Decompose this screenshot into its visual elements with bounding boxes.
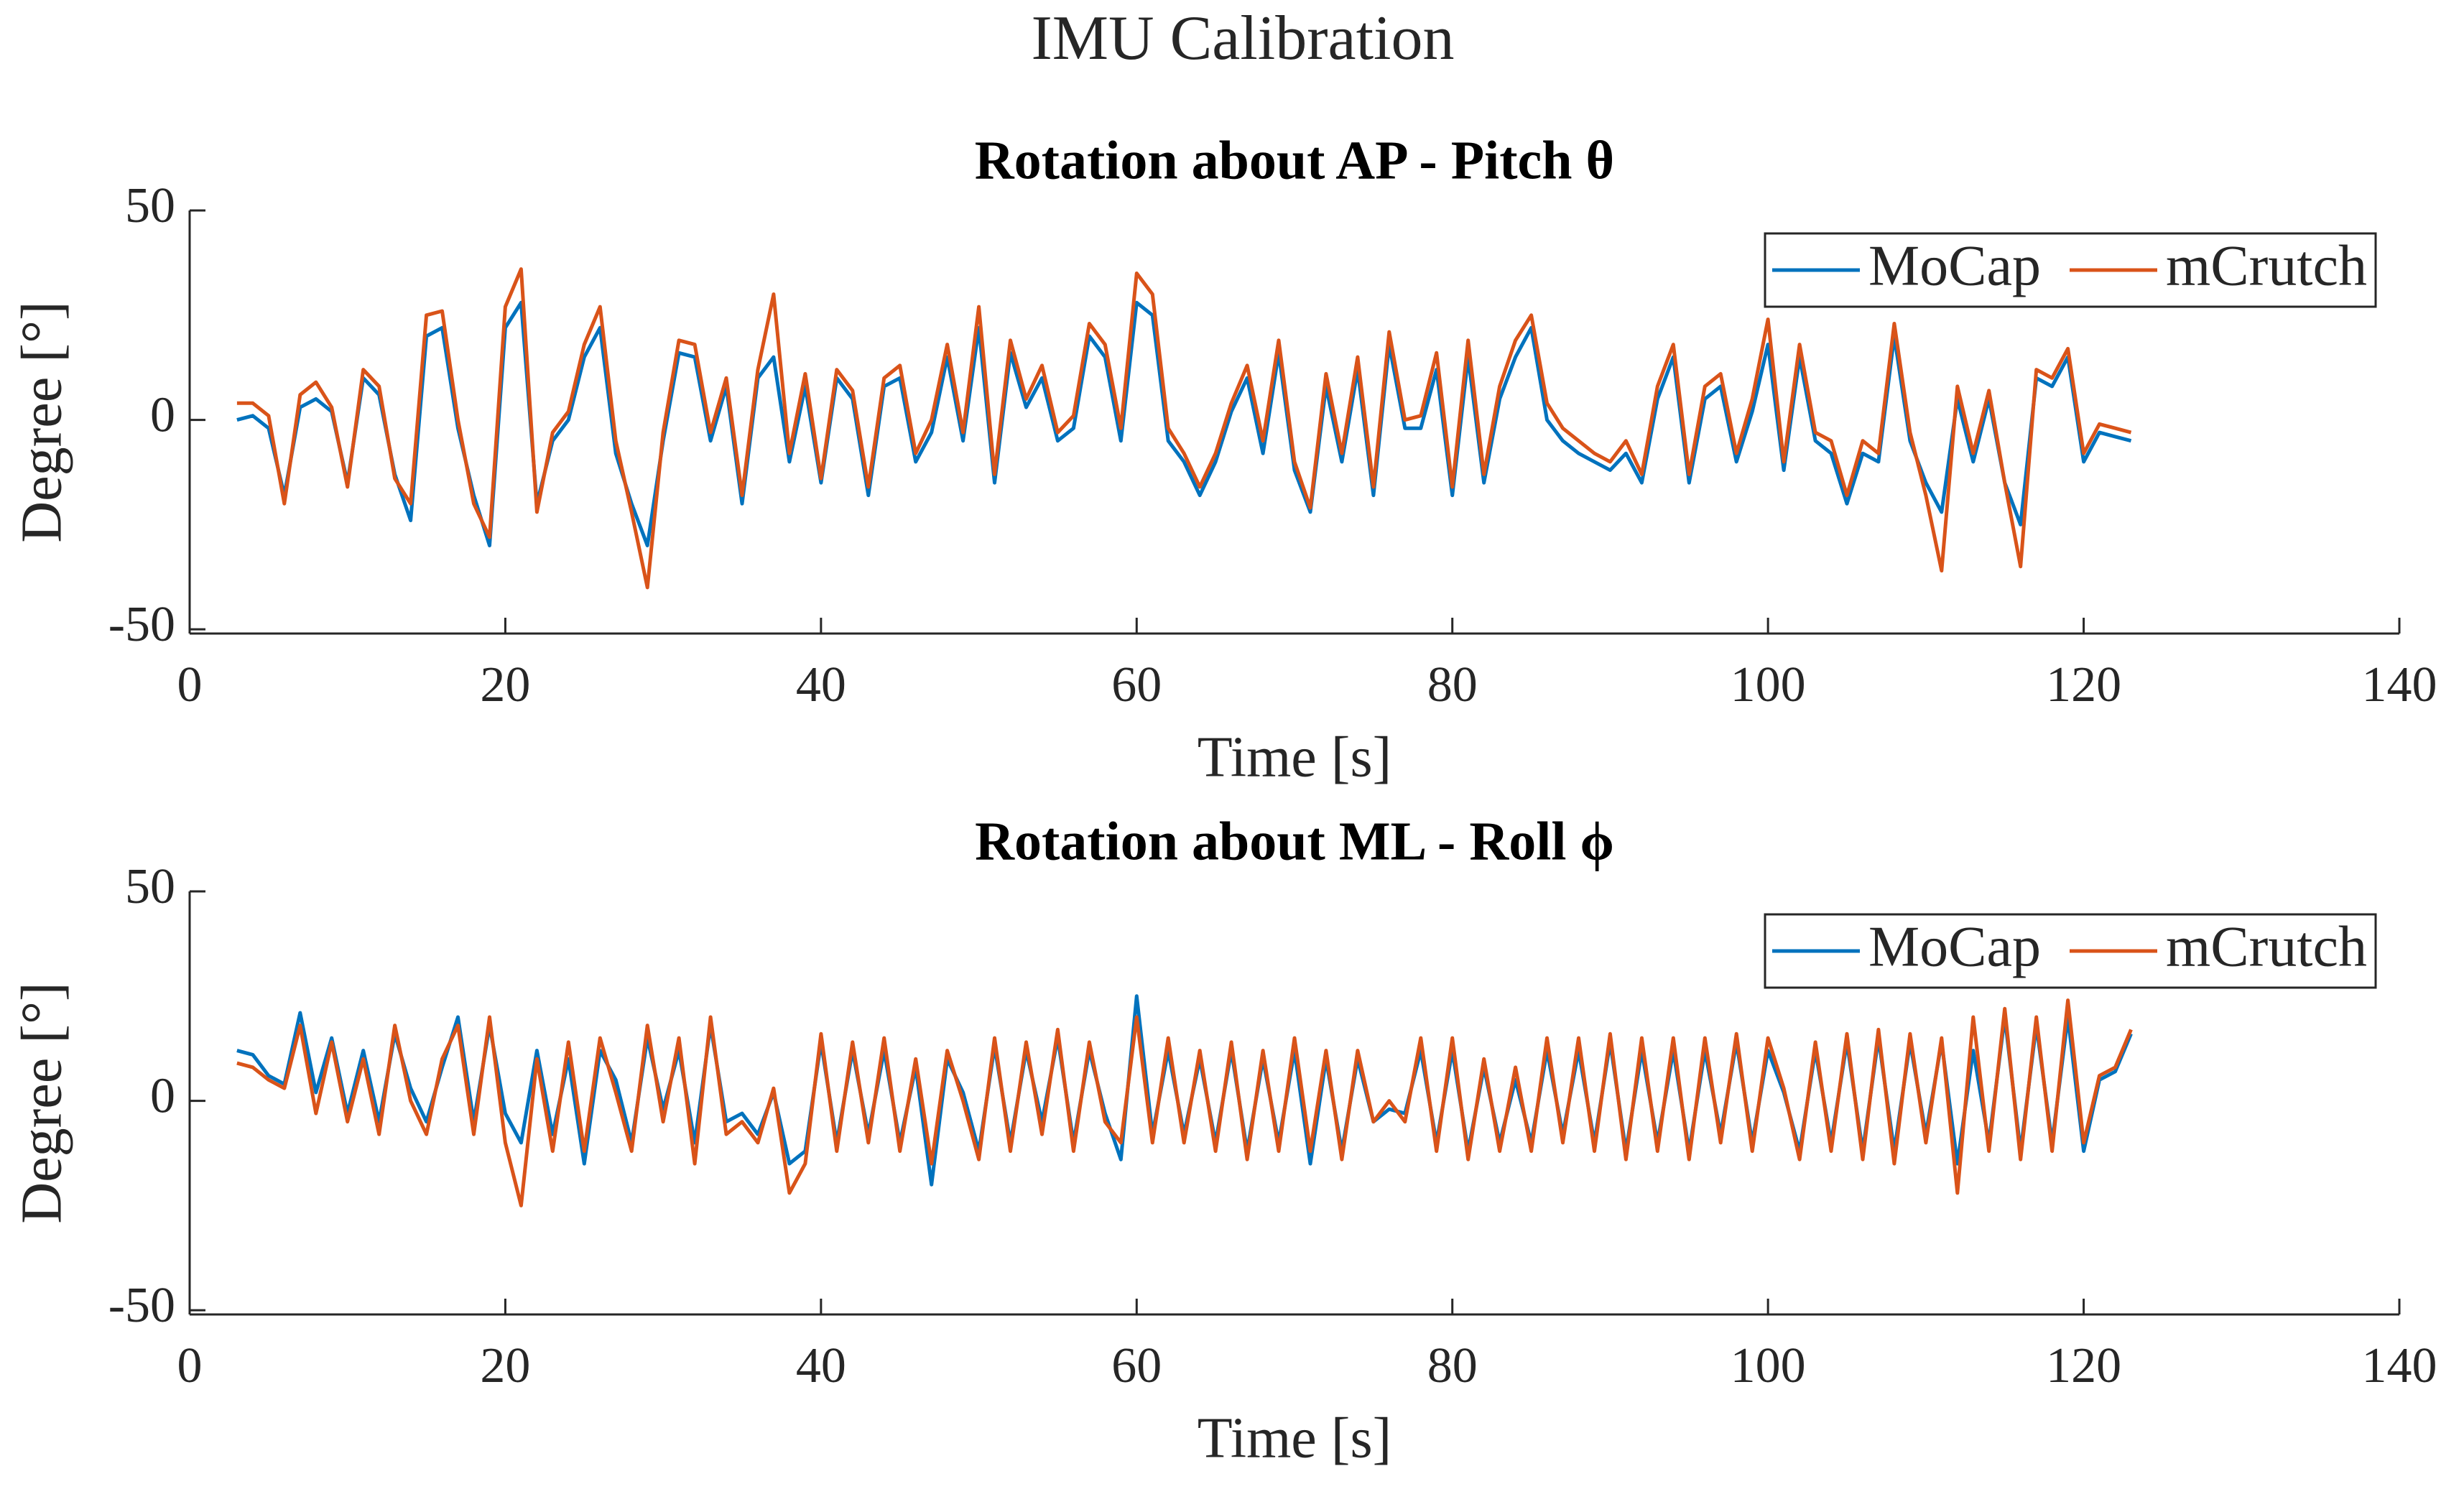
- legend-label: MoCap: [1868, 915, 2041, 978]
- figure-title: IMU Calibration: [1031, 4, 1454, 73]
- x-tick-label: 0: [177, 1338, 203, 1393]
- y-axis-label: Degree [°]: [10, 301, 73, 542]
- y-tick-label: -50: [108, 1278, 175, 1333]
- legend-label: MoCap: [1868, 234, 2041, 297]
- subplot-title: Rotation about ML - Roll ϕ: [975, 811, 1614, 871]
- series-line: [236, 267, 2132, 590]
- y-tick-label: 0: [150, 388, 175, 443]
- x-tick-label: 40: [796, 1338, 846, 1393]
- x-tick-label: 120: [2046, 657, 2121, 713]
- x-tick-label: 20: [480, 1338, 530, 1393]
- y-tick-label: -50: [108, 597, 175, 652]
- y-axis-label: Degree [°]: [10, 982, 73, 1223]
- x-tick-label: 100: [1731, 657, 1806, 713]
- x-tick-label: 140: [2362, 1338, 2437, 1393]
- x-axis-label: Time [s]: [1198, 1406, 1391, 1470]
- x-tick-label: 100: [1731, 1338, 1806, 1393]
- x-tick-label: 80: [1427, 657, 1478, 713]
- subplot-title: Rotation about AP - Pitch θ: [975, 130, 1614, 190]
- y-tick-label: 50: [125, 178, 175, 233]
- x-tick-label: 80: [1427, 1338, 1478, 1393]
- legend-label: mCrutch: [2166, 915, 2367, 978]
- x-tick-label: 0: [177, 657, 203, 713]
- x-tick-label: 120: [2046, 1338, 2121, 1393]
- x-tick-label: 40: [796, 657, 846, 713]
- x-tick-label: 60: [1111, 657, 1162, 713]
- y-tick-label: 0: [150, 1069, 175, 1124]
- x-axis-label: Time [s]: [1198, 725, 1391, 789]
- legend-label: mCrutch: [2166, 234, 2367, 297]
- x-tick-label: 60: [1111, 1338, 1162, 1393]
- series-line: [236, 998, 2133, 1207]
- x-tick-label: 20: [480, 657, 530, 713]
- y-tick-label: 50: [125, 859, 175, 914]
- x-tick-label: 140: [2362, 657, 2437, 713]
